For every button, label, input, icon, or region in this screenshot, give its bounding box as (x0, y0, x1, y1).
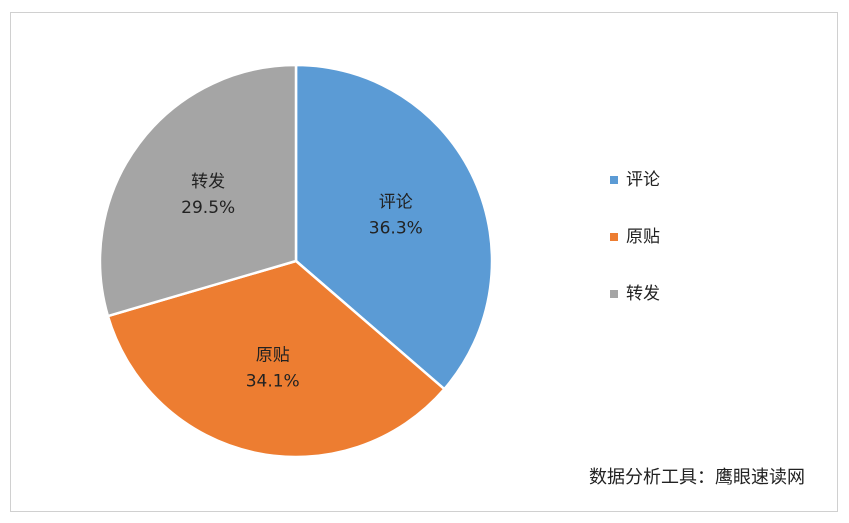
slice-value-label: 34.1% (246, 371, 300, 391)
legend-swatch (610, 290, 618, 298)
legend-label: 评论 (626, 170, 660, 190)
legend-label: 转发 (626, 284, 660, 304)
pie-slice (294, 63, 494, 391)
pie-slice (106, 259, 447, 459)
slice-category-label: 评论 (379, 192, 413, 212)
slice-value-label: 36.3% (369, 218, 423, 238)
slice-category-label: 原贴 (256, 345, 290, 365)
annotation: 数据分析工具：鹰眼速读网 (589, 467, 805, 488)
pie-slice (98, 63, 298, 318)
legend-swatch (610, 176, 618, 184)
slice-category-label: 转发 (191, 172, 225, 192)
legend-label: 原贴 (626, 227, 660, 247)
legend-swatch (610, 233, 618, 241)
slice-value-label: 29.5% (181, 198, 235, 218)
